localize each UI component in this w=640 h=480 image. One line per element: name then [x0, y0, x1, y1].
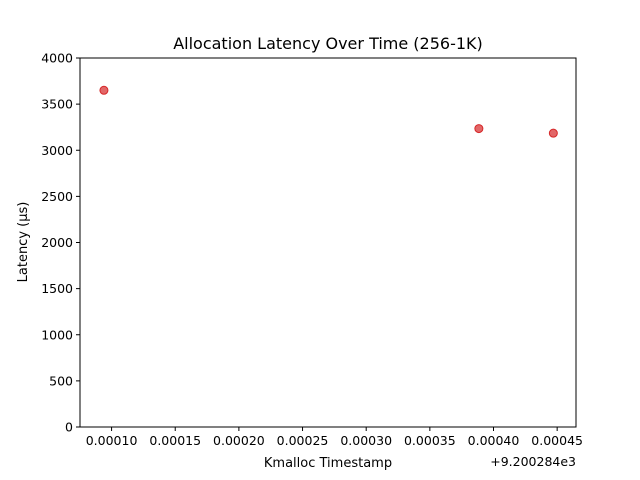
y-tick-label: 3500	[41, 97, 73, 112]
data-points	[99, 85, 558, 138]
y-tick-label: 1000	[41, 327, 73, 342]
plot-frame	[79, 57, 577, 428]
plot-area	[80, 58, 576, 427]
x-tick-label: 0.00045	[531, 433, 583, 448]
x-tick-label: 0.00040	[468, 433, 520, 448]
y-tick-label: 2500	[41, 189, 73, 204]
y-axis-label: Latency (µs)	[16, 202, 31, 283]
x-tick-label: 0.00025	[277, 433, 329, 448]
x-tick-label: 0.00015	[149, 433, 201, 448]
data-point	[99, 85, 109, 95]
y-tick-label: 1500	[41, 281, 73, 296]
y-axis-ticks: 0 500 1000 1500 2000 2500 3000 3500 4000	[41, 51, 80, 435]
y-tick-label: 4000	[41, 51, 73, 66]
x-tick-label: 0.00035	[404, 433, 456, 448]
x-axis-label: Kmalloc Timestamp	[264, 456, 392, 471]
y-tick-label: 500	[49, 373, 73, 388]
y-tick-label: 3000	[41, 143, 73, 158]
x-tick-label: 0.00020	[213, 433, 265, 448]
x-tick-label: 0.00010	[86, 433, 138, 448]
data-point	[474, 124, 484, 134]
y-tick-label: 2000	[41, 235, 73, 250]
x-axis-offset-label: +9.200284e3	[490, 454, 576, 469]
y-tick-label: 0	[65, 420, 73, 435]
chart-title: Allocation Latency Over Time (256-1K)	[173, 34, 483, 53]
x-axis-ticks: 0.00010 0.00015 0.00020 0.00025 0.00030 0.000…	[86, 427, 583, 448]
data-point	[548, 128, 558, 138]
x-tick-label: 0.00030	[340, 433, 392, 448]
